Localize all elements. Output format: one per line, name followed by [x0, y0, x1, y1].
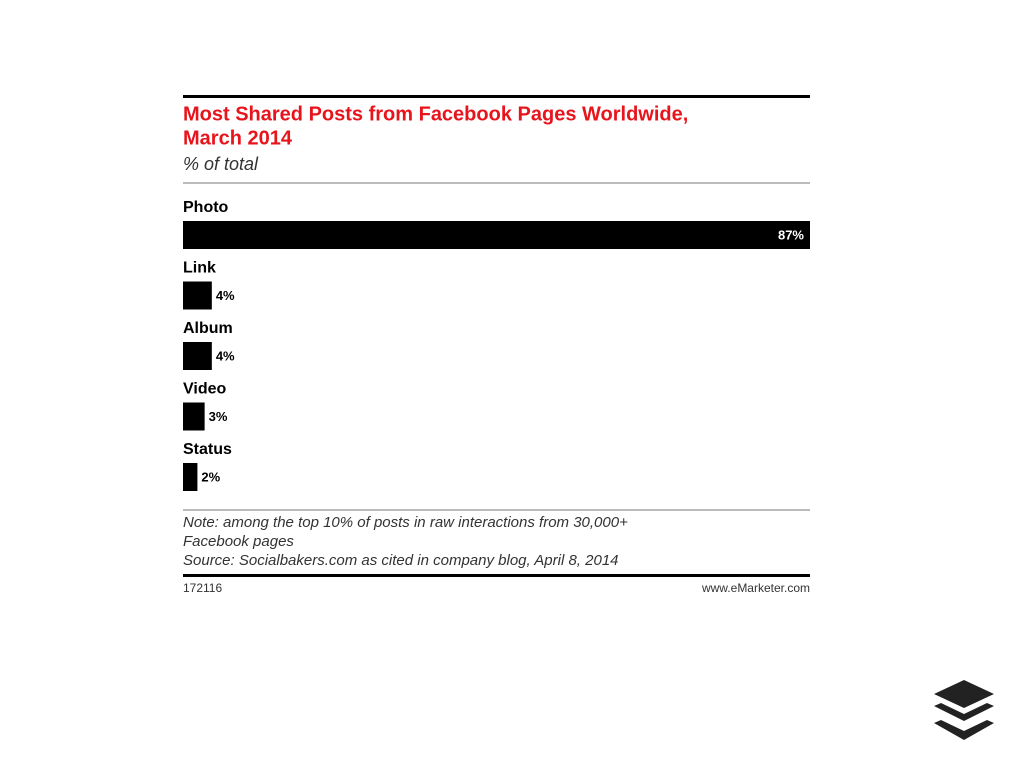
chart-title: March 2014	[183, 127, 293, 149]
header-rule	[183, 182, 810, 184]
bar	[183, 402, 205, 431]
value-label: 4%	[216, 288, 235, 303]
bar	[183, 342, 212, 370]
note-rule	[183, 509, 810, 511]
chart-subtitle: % of total	[183, 154, 259, 174]
chart-title: Most Shared Posts from Facebook Pages Wo…	[183, 103, 688, 125]
source: Source: Socialbakers.com as cited in com…	[183, 552, 619, 569]
category-label: Link	[183, 260, 216, 277]
value-label: 2%	[201, 469, 220, 484]
category-label: Photo	[183, 199, 229, 216]
value-label: 87%	[778, 227, 804, 242]
buffer-logo	[934, 680, 994, 740]
bar	[183, 463, 198, 491]
category-label: Album	[183, 320, 233, 337]
bottom-rule	[183, 574, 810, 577]
top-rule	[183, 95, 810, 98]
bar	[183, 281, 212, 310]
note: Note: among the top 10% of posts in raw …	[183, 514, 628, 531]
value-label: 4%	[216, 348, 235, 363]
bar	[183, 221, 810, 249]
category-label: Status	[183, 441, 232, 458]
note: Facebook pages	[183, 533, 294, 550]
credit: www.eMarketer.com	[701, 581, 810, 595]
category-label: Video	[183, 381, 227, 398]
chart-id: 172116	[183, 581, 222, 595]
value-label: 3%	[209, 409, 228, 424]
